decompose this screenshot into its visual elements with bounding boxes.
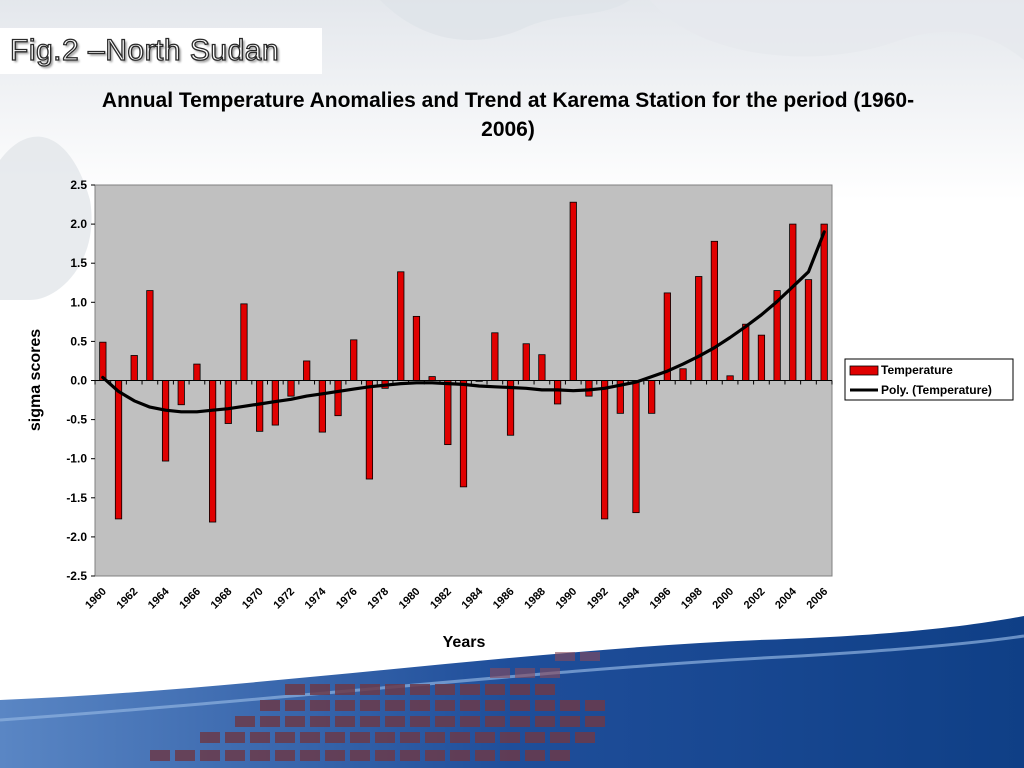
bar bbox=[146, 290, 154, 381]
bar bbox=[130, 355, 138, 381]
bar bbox=[412, 315, 421, 381]
bar bbox=[522, 343, 530, 381]
y-tick-label: 1.5 bbox=[70, 256, 87, 270]
bar bbox=[224, 380, 232, 424]
bar bbox=[240, 303, 248, 381]
x-axis-title: Years bbox=[443, 634, 486, 651]
bar bbox=[318, 380, 326, 433]
y-tick-label: -0.5 bbox=[66, 413, 87, 427]
bar bbox=[804, 279, 813, 381]
x-tick-label: 1990 bbox=[554, 586, 580, 612]
x-tick-label: 1966 bbox=[177, 586, 203, 612]
y-tick-label: 2.0 bbox=[70, 217, 87, 231]
bar bbox=[303, 360, 311, 381]
x-tick-label: 1998 bbox=[679, 586, 705, 612]
y-tick-label: 1.0 bbox=[70, 295, 87, 309]
x-tick-label: 2002 bbox=[742, 586, 768, 612]
bar bbox=[679, 368, 687, 381]
x-tick-label: 1962 bbox=[115, 586, 141, 612]
y-tick-label: 2.5 bbox=[70, 178, 87, 192]
bar bbox=[726, 375, 734, 381]
x-tick-label: 1968 bbox=[209, 586, 235, 612]
y-tick-label: 0.0 bbox=[70, 374, 87, 388]
x-tick-label: 1964 bbox=[146, 585, 172, 611]
x-tick-label: 2004 bbox=[773, 585, 799, 611]
y-tick-label: -2.0 bbox=[66, 530, 87, 544]
bar bbox=[365, 380, 374, 480]
x-tick-label: 1978 bbox=[365, 586, 391, 612]
x-tick-label: 1984 bbox=[460, 585, 486, 611]
x-tick-label: 1988 bbox=[522, 586, 548, 612]
y-tick-label: -2.5 bbox=[66, 569, 87, 583]
bar bbox=[209, 380, 217, 523]
bar bbox=[648, 380, 656, 414]
bar bbox=[491, 332, 499, 381]
trend-line bbox=[101, 230, 826, 414]
bar bbox=[428, 376, 436, 381]
bar bbox=[789, 223, 797, 381]
bar bbox=[161, 380, 170, 462]
bar bbox=[710, 240, 718, 381]
y-tick-label: -1.5 bbox=[66, 491, 87, 505]
bar bbox=[334, 380, 342, 417]
bar bbox=[601, 380, 609, 520]
y-tick-label: -1.0 bbox=[66, 452, 87, 466]
bar bbox=[569, 201, 577, 381]
legend-label-temperature: Temperature bbox=[881, 363, 953, 377]
x-tick-label: 1970 bbox=[240, 586, 266, 612]
bar bbox=[444, 380, 452, 446]
slide-label: Fig.2 –North Sudan bbox=[0, 28, 322, 74]
bar bbox=[287, 380, 295, 397]
bar bbox=[114, 380, 123, 520]
bar bbox=[538, 354, 546, 381]
x-tick-label: 1992 bbox=[585, 586, 611, 612]
bar bbox=[820, 223, 828, 381]
bar bbox=[632, 380, 640, 514]
bar bbox=[663, 292, 671, 381]
x-tick-label: 2006 bbox=[804, 586, 830, 612]
y-tick-label: 0.5 bbox=[70, 334, 87, 348]
x-tick-label: 1996 bbox=[648, 586, 674, 612]
bar bbox=[757, 334, 766, 381]
x-tick-label: 1982 bbox=[428, 586, 454, 612]
x-tick-label: 1986 bbox=[491, 586, 517, 612]
x-tick-label: 1976 bbox=[334, 586, 360, 612]
bar bbox=[742, 323, 750, 381]
x-tick-label: 1994 bbox=[616, 585, 642, 611]
y-axis-title: sigma scores bbox=[27, 329, 44, 431]
legend-swatch-temperature bbox=[849, 365, 879, 376]
bar bbox=[177, 380, 185, 406]
bar bbox=[695, 276, 703, 381]
bar bbox=[350, 339, 358, 381]
bar bbox=[99, 341, 107, 381]
x-tick-label: 1980 bbox=[397, 586, 423, 612]
legend-label-trend: Poly. (Temperature) bbox=[881, 383, 992, 397]
x-tick-label: 1972 bbox=[271, 586, 297, 612]
x-tick-label: 2000 bbox=[710, 586, 736, 612]
bar bbox=[397, 271, 405, 381]
x-tick-label: 1960 bbox=[83, 586, 109, 612]
x-tick-label: 1974 bbox=[303, 585, 329, 611]
chart-title: Annual Temperature Anomalies and Trend a… bbox=[101, 89, 915, 141]
bar bbox=[193, 363, 201, 381]
bar bbox=[553, 380, 562, 405]
bar bbox=[459, 380, 468, 488]
